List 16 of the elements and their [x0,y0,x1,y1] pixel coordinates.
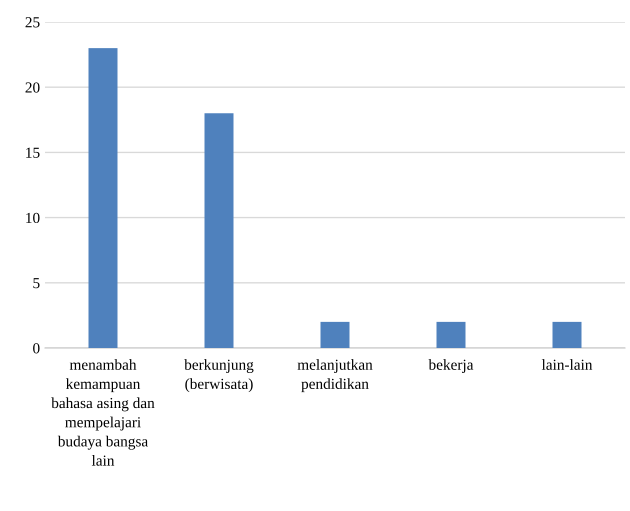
y-tick-label: 25 [26,17,40,28]
bar [552,322,582,348]
x-tick-label: menambah kemampuan bahasa asing dan mempelajari budaya bangsa lain [51,359,155,466]
x-tick-label: lain-lain [542,359,592,370]
bar [320,322,350,348]
y-tick-label: 5 [33,278,40,288]
bar [204,113,234,348]
x-tick-label: berkunjung (berwisata) [184,359,254,392]
bar [436,322,466,348]
x-tick-label: melanjutkan pendidikan [298,359,373,392]
bar [88,48,118,348]
y-tick-label: 0 [33,343,40,354]
x-tick-label: bekerja [428,359,474,373]
y-tick-label: 10 [26,212,40,224]
y-tick-label: 15 [26,148,40,158]
y-tick-label: 20 [26,82,40,93]
